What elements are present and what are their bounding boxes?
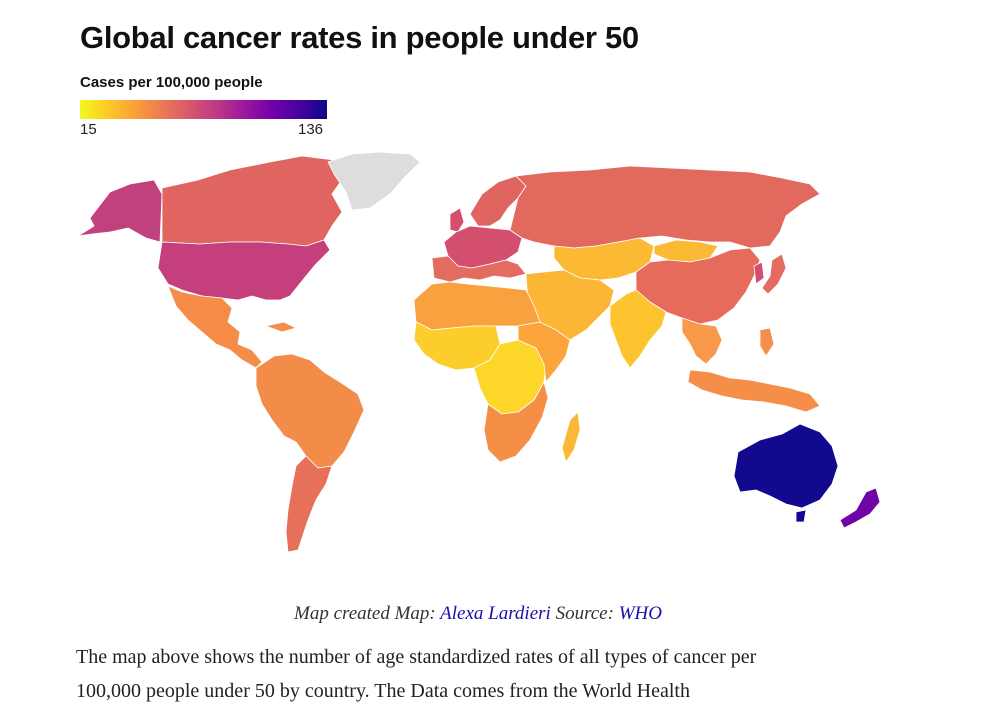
legend-color-scale (80, 100, 327, 119)
region-caribbean (265, 321, 297, 333)
region-philippines (759, 327, 775, 357)
legend-max-label: 136 (298, 121, 324, 138)
region-east-africa (517, 321, 571, 383)
paragraph-line: The map above shows the number of age st… (76, 646, 757, 668)
caption-prefix: Map created Map: (294, 603, 441, 624)
region-north-africa (413, 281, 541, 331)
source-link[interactable]: WHO (618, 603, 662, 624)
region-india (609, 289, 667, 369)
legend-title: Cases per 100,000 people (80, 74, 263, 91)
map-caption: Map created Map: Alexa Lardieri Source: … (0, 603, 956, 625)
legend-min-label: 15 (80, 121, 97, 138)
article-paragraph: The map above shows the number of age st… (76, 640, 936, 708)
region-japan (761, 253, 787, 295)
region-indonesia (687, 369, 821, 413)
region-canada (161, 155, 347, 247)
region-uk (449, 207, 465, 233)
region-new-zealand (839, 487, 881, 529)
region-russia (509, 165, 821, 249)
region-alaska (77, 179, 163, 243)
region-southern-africa (483, 381, 549, 463)
region-australia (733, 423, 839, 509)
region-mexico-central-america (167, 285, 263, 369)
author-link[interactable]: Alexa Lardieri (440, 603, 551, 624)
region-southeast-asia (681, 317, 723, 365)
world-map (77, 151, 881, 553)
region-korea (753, 261, 765, 285)
region-south-america-south (285, 455, 333, 553)
map-title: Global cancer rates in people under 50 (80, 20, 639, 55)
caption-source-prefix: Source: (550, 603, 619, 624)
region-tasmania (795, 509, 807, 523)
region-usa (157, 239, 331, 301)
region-madagascar (561, 411, 581, 463)
paragraph-line: 100,000 people under 50 by country. The … (76, 680, 690, 702)
region-south-america (255, 353, 365, 469)
region-greenland (327, 151, 421, 211)
